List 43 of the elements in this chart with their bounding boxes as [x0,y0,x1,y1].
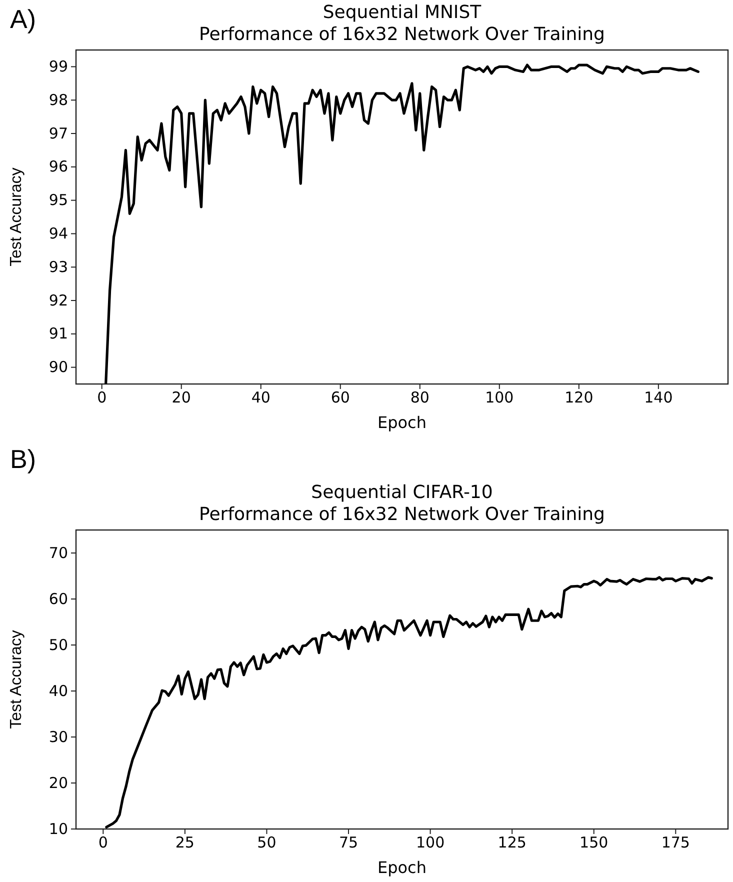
y-tick-label: 93 [48,258,68,276]
x-tick-label: 20 [172,388,191,407]
y-tick-label: 96 [48,158,68,176]
y-tick-label: 99 [48,58,68,76]
line-series [104,64,700,384]
chart-title: Sequential MNIST Performance of 16x32 Network Over Training [199,2,605,45]
y-tick-label: 92 [48,291,68,310]
x-tick-label: 25 [175,834,194,852]
y-tick-label: 60 [48,590,68,608]
x-tick-label: 75 [338,834,358,852]
y-tick-label: 40 [48,682,68,700]
y-tick-label: 98 [48,90,68,109]
x-tick-label: 175 [661,834,690,852]
line-series [105,576,713,828]
y-tick-label: 95 [48,191,68,210]
y-tick-label: 94 [48,224,68,242]
x-tick-label: 60 [330,388,350,407]
text: B) [10,444,36,474]
y-tick-label: 70 [48,544,68,562]
x-tick-label: 100 [485,388,514,407]
x-tick-label: 0 [98,834,108,852]
x-tick-label: 40 [251,388,270,407]
y-tick-label: 20 [48,774,68,792]
x-tick-label: 50 [257,834,276,852]
text: A) [10,4,36,34]
y-axis-title: Test Accuracy [8,630,25,729]
y-tick-label: 50 [48,636,68,654]
chart-title: Sequential CIFAR-10 Performance of 16x32 Network Over Training [199,482,605,525]
x-axis-title: Epoch [378,858,426,877]
x-tick-label: 0 [97,388,107,407]
y-tick-label: 90 [48,358,68,376]
x-tick-label: 120 [564,388,594,407]
y-axis-title: Test Accuracy [8,168,25,266]
x-tick-label: 140 [644,388,673,407]
x-tick-label: 125 [498,834,526,852]
y-tick-label: 97 [48,124,68,142]
y-tick-label: 10 [48,820,68,838]
x-tick-label: 100 [416,834,445,852]
y-tick-label: 30 [48,728,68,746]
y-tick-label: 91 [48,324,68,343]
x-axis-title: Epoch [378,413,426,432]
x-tick-label: 150 [580,834,608,852]
x-tick-label: 80 [410,388,430,407]
